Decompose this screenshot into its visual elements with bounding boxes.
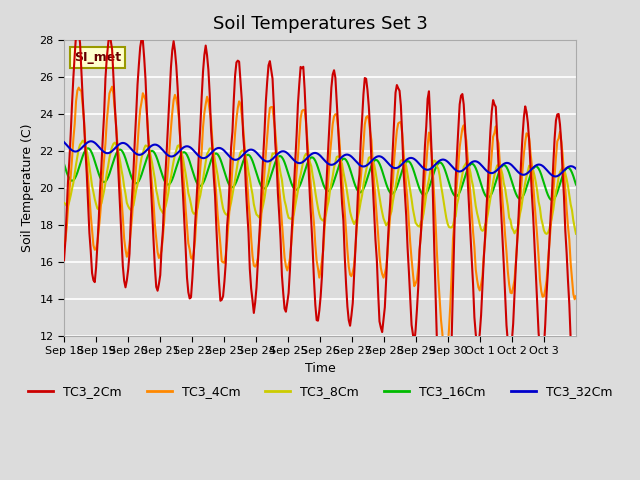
TC3_2Cm [426, 118, 434, 123]
TC3_32Cm [552, 174, 560, 180]
TC3_32Cm [502, 160, 510, 166]
TC3_16Cm [426, 181, 434, 187]
TC3_8Cm [79, 138, 86, 144]
TC3_8Cm [572, 231, 580, 237]
TC3_16Cm [572, 181, 580, 187]
TC3_4Cm [426, 137, 434, 143]
TC3_32Cm [572, 166, 580, 172]
TC3_8Cm [571, 225, 579, 230]
TC3_16Cm [77, 157, 85, 163]
TC3_32Cm [571, 165, 579, 170]
TC3_32Cm [77, 145, 85, 151]
TC3_4Cm [60, 245, 68, 251]
TC3_2Cm [572, 349, 580, 355]
TC3_2Cm [504, 339, 511, 345]
TC3_16Cm [95, 171, 102, 177]
TC3_8Cm [502, 195, 510, 201]
Text: SI_met: SI_met [74, 51, 122, 64]
TC3_32Cm [87, 138, 95, 144]
TC3_4Cm [108, 84, 116, 90]
TC3_4Cm [572, 293, 580, 299]
TC3_8Cm [60, 200, 68, 206]
TC3_8Cm [325, 198, 333, 204]
TC3_4Cm [571, 296, 579, 302]
Line: TC3_4Cm: TC3_4Cm [64, 87, 576, 355]
TC3_8Cm [543, 231, 550, 237]
TC3_8Cm [426, 168, 434, 174]
TC3_8Cm [95, 206, 102, 212]
TC3_16Cm [84, 145, 92, 151]
TC3_2Cm [325, 136, 333, 142]
TC3_4Cm [93, 239, 101, 245]
Legend: TC3_2Cm, TC3_4Cm, TC3_8Cm, TC3_16Cm, TC3_32Cm: TC3_2Cm, TC3_4Cm, TC3_8Cm, TC3_16Cm, TC3… [23, 380, 617, 403]
TC3_4Cm [440, 352, 447, 358]
TC3_32Cm [426, 166, 434, 172]
TC3_8Cm [77, 140, 85, 146]
TC3_4Cm [504, 269, 511, 275]
Line: TC3_16Cm: TC3_16Cm [64, 148, 576, 200]
TC3_16Cm [548, 197, 556, 203]
TC3_4Cm [325, 171, 333, 177]
TC3_16Cm [60, 161, 68, 167]
TC3_2Cm [74, 27, 81, 33]
X-axis label: Time: Time [305, 361, 335, 374]
TC3_2Cm [60, 257, 68, 263]
TC3_4Cm [77, 88, 85, 94]
Y-axis label: Soil Temperature (C): Soil Temperature (C) [20, 124, 34, 252]
Title: Soil Temperatures Set 3: Soil Temperatures Set 3 [212, 15, 428, 33]
Line: TC3_32Cm: TC3_32Cm [64, 141, 576, 177]
Line: TC3_2Cm: TC3_2Cm [64, 30, 576, 480]
TC3_16Cm [571, 177, 579, 183]
TC3_32Cm [95, 144, 102, 150]
TC3_32Cm [60, 139, 68, 145]
Line: TC3_8Cm: TC3_8Cm [64, 141, 576, 234]
TC3_2Cm [571, 365, 579, 371]
TC3_2Cm [95, 216, 102, 222]
TC3_16Cm [325, 188, 333, 194]
TC3_2Cm [79, 96, 86, 102]
TC3_32Cm [325, 161, 333, 167]
TC3_16Cm [502, 164, 510, 170]
